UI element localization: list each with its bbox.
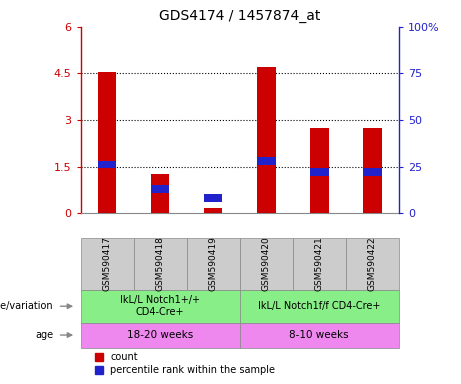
Bar xyxy=(310,169,329,176)
Text: age: age xyxy=(35,330,53,340)
Bar xyxy=(151,174,170,213)
Legend: count, percentile rank within the sample: count, percentile rank within the sample xyxy=(95,353,275,375)
Text: GSM590421: GSM590421 xyxy=(315,237,324,291)
Bar xyxy=(204,195,223,202)
Bar xyxy=(257,67,276,213)
Text: GSM590420: GSM590420 xyxy=(262,237,271,291)
Bar xyxy=(98,161,117,169)
Text: GSM590419: GSM590419 xyxy=(209,237,218,291)
Text: 18-20 weeks: 18-20 weeks xyxy=(127,330,193,340)
Text: IkL/L Notch1+/+
CD4-Cre+: IkL/L Notch1+/+ CD4-Cre+ xyxy=(120,295,200,317)
Text: GSM590422: GSM590422 xyxy=(368,237,377,291)
Bar xyxy=(310,128,329,213)
Bar xyxy=(204,207,223,213)
Text: GSM590418: GSM590418 xyxy=(156,237,165,291)
Bar xyxy=(151,185,170,193)
Bar xyxy=(363,128,382,213)
Text: GSM590417: GSM590417 xyxy=(103,237,112,291)
Text: 8-10 weeks: 8-10 weeks xyxy=(290,330,349,340)
Bar xyxy=(98,72,117,213)
Bar xyxy=(363,169,382,176)
Bar xyxy=(257,157,276,165)
Text: IkL/L Notch1f/f CD4-Cre+: IkL/L Notch1f/f CD4-Cre+ xyxy=(258,301,380,311)
Title: GDS4174 / 1457874_at: GDS4174 / 1457874_at xyxy=(159,9,320,23)
Text: genotype/variation: genotype/variation xyxy=(0,301,53,311)
